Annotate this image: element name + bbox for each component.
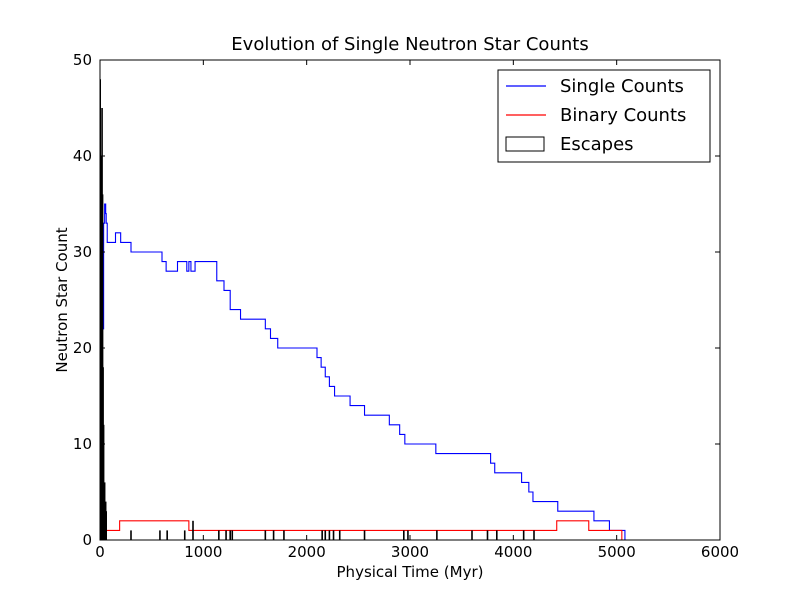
legend-box [497, 69, 711, 163]
y-tick-label: 40 [73, 147, 92, 165]
x-tick-label: 3000 [391, 543, 429, 561]
legend-swatch-escapes [505, 136, 545, 152]
chart-title: Evolution of Single Neutron Star Counts [231, 34, 588, 55]
x-tick-label: 2000 [288, 543, 326, 561]
series-line-single-counts [100, 203, 626, 540]
y-tick-label: 0 [82, 531, 92, 549]
y-tick-label: 50 [73, 51, 92, 69]
x-tick-label: 5000 [598, 543, 636, 561]
legend-label-single-counts: Single Counts [560, 76, 684, 97]
x-tick-label: 6000 [701, 543, 739, 561]
x-axis-label: Physical Time (Myr) [337, 563, 484, 581]
x-tick-label: 0 [95, 543, 105, 561]
series-line-binary-counts [100, 520, 623, 540]
y-axis-label: Neutron Star Count [53, 227, 71, 372]
legend-label-binary-counts: Binary Counts [560, 105, 686, 126]
y-tick-label: 30 [73, 243, 92, 261]
legend-label-escapes: Escapes [560, 134, 634, 155]
plot-area: 0 1000 2000 3000 4000 5000 6000 0 10 20 30 40 50 [73, 51, 739, 561]
legend: Single Counts Binary Counts Escapes [497, 69, 711, 163]
x-tick-label: 1000 [184, 543, 222, 561]
y-tick-label: 20 [73, 339, 92, 357]
x-tick-label: 4000 [494, 543, 532, 561]
y-tick-label: 10 [73, 435, 92, 453]
